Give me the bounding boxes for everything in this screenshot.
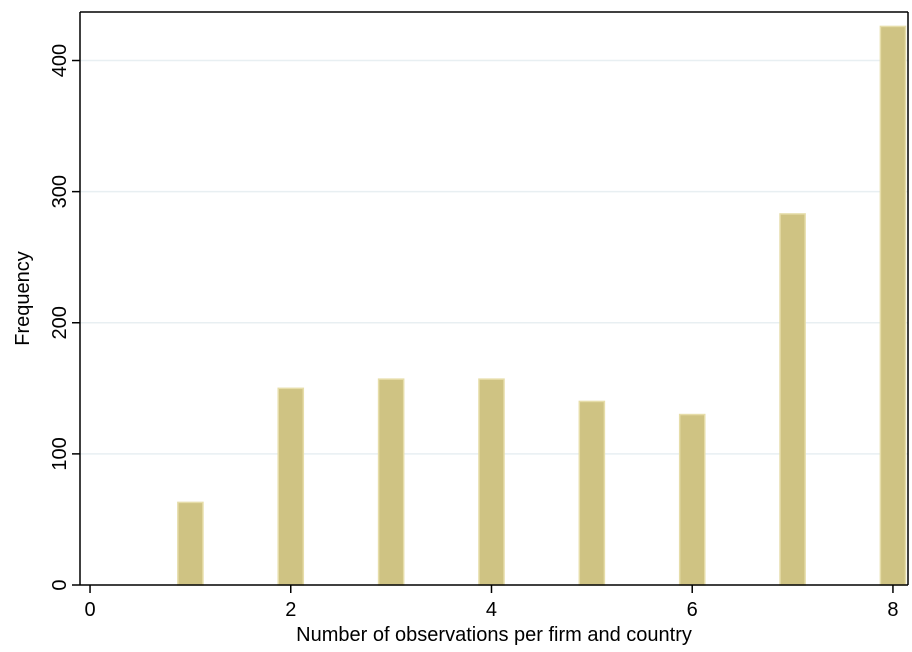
y-tick-label: 300	[49, 175, 71, 208]
x-axis-ticks: 0 2 4 6 8	[84, 585, 899, 621]
y-tick-label: 200	[49, 306, 71, 339]
y-axis-ticks: 0 100 200 300 400	[49, 44, 80, 591]
bar	[177, 501, 204, 586]
x-tick-label: 6	[687, 599, 698, 621]
x-tick-label: 2	[285, 599, 296, 621]
y-tick-label: 0	[49, 579, 71, 590]
y-axis-title: Frequency	[12, 251, 34, 346]
y-tick-label: 100	[49, 437, 71, 470]
bar	[277, 387, 305, 586]
bar	[678, 413, 706, 586]
bar	[779, 213, 806, 586]
bar	[578, 400, 606, 586]
bar	[377, 378, 405, 586]
bar	[879, 25, 907, 586]
x-tick-label: 4	[486, 599, 497, 621]
x-tick-label: 8	[887, 599, 898, 621]
y-tick-label: 400	[49, 44, 71, 77]
bar	[478, 378, 505, 586]
x-tick-label: 0	[84, 599, 95, 621]
axes	[79, 11, 909, 586]
x-axis-title: Number of observations per firm and coun…	[296, 624, 692, 646]
